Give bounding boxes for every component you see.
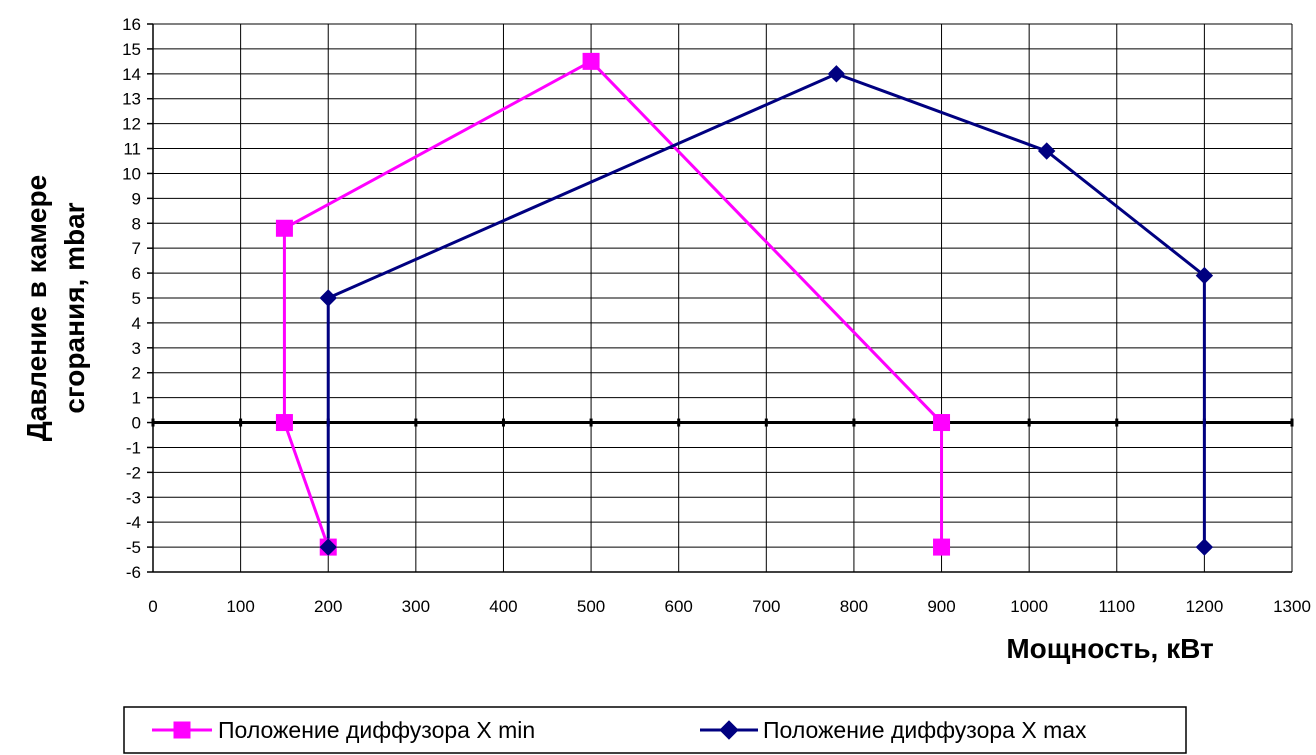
x-tick-label: 1100 xyxy=(1098,597,1135,616)
y-axis-title-line-1: Давление в камере xyxy=(21,175,52,441)
data-point-x-min xyxy=(933,538,951,556)
x-tick-label: 1300 xyxy=(1273,597,1311,616)
x-tick-label: 700 xyxy=(752,597,780,616)
y-tick-label: 8 xyxy=(132,214,141,233)
x-tick-label: 500 xyxy=(577,597,605,616)
legend-x-min-label: Положение диффузора X min xyxy=(218,717,535,743)
y-tick-label: -1 xyxy=(126,438,141,457)
y-tick-label: -3 xyxy=(126,488,141,507)
x-tick-label: 600 xyxy=(665,597,693,616)
y-tick-label: 0 xyxy=(132,414,141,433)
x-tick-label: 400 xyxy=(489,597,517,616)
legend-item-x-min: Положение диффузора X min xyxy=(152,717,535,743)
y-tick-label: 9 xyxy=(132,189,141,208)
legend-x-max-label: Положение диффузора X max xyxy=(763,717,1087,743)
axes xyxy=(147,23,1294,573)
x-tick-label: 100 xyxy=(226,597,254,616)
x-axis-title: Мощность, кВт xyxy=(1006,633,1213,664)
x-tick-label: 1000 xyxy=(1010,597,1048,616)
y-tick-label: -5 xyxy=(126,538,141,557)
y-tick-label: 15 xyxy=(122,40,141,59)
y-axis-title-line-2: сгорания, mbar xyxy=(59,202,90,413)
y-tick-label: 10 xyxy=(122,164,141,183)
y-tick-label: -4 xyxy=(126,513,141,532)
data-point-x-max xyxy=(827,65,846,83)
y-tick-label: 3 xyxy=(132,339,141,358)
y-tick-label: 1 xyxy=(132,389,141,408)
y-tick-label: 16 xyxy=(122,15,141,34)
x-tick-label: 0 xyxy=(148,597,157,616)
y-tick-label: 4 xyxy=(132,314,141,333)
data-point-x-min xyxy=(582,52,600,70)
y-tick-label: 14 xyxy=(122,65,141,84)
y-tick-label: 13 xyxy=(122,90,141,109)
legend: Положение диффузора X min Положение дифф… xyxy=(123,706,1187,754)
x-tick-label: 800 xyxy=(840,597,868,616)
series-line-x-min xyxy=(282,59,944,548)
y-axis-title: Давление в камере сгорания, mbar xyxy=(21,175,90,441)
data-point-x-max xyxy=(1195,266,1214,285)
x-tick-label: 300 xyxy=(402,597,430,616)
y-tick-label: -2 xyxy=(126,463,141,482)
y-tick-label: 6 xyxy=(132,264,141,283)
data-point-x-max xyxy=(319,289,337,307)
legend-box xyxy=(123,706,1187,754)
series-line-x-max xyxy=(326,72,1206,548)
data-point-x-max xyxy=(1195,538,1214,556)
data-point-x-min xyxy=(275,219,293,237)
legend-item-x-max: Положение диффузора X max xyxy=(700,717,1087,743)
y-tick-label: 12 xyxy=(122,115,141,134)
data-point-x-min xyxy=(275,414,293,432)
legend-x-max-marker xyxy=(719,720,739,740)
series-markers xyxy=(275,52,1214,556)
y-tick-label: 5 xyxy=(132,289,141,308)
data-point-x-min xyxy=(933,414,951,432)
x-tick-label: 1200 xyxy=(1185,597,1223,616)
y-tick-label: 11 xyxy=(123,140,141,159)
data-point-x-max xyxy=(319,538,337,556)
series-lines xyxy=(282,59,1206,548)
x-tick-label: 900 xyxy=(927,597,955,616)
data-point-x-max xyxy=(1037,142,1056,160)
y-tick-label: -6 xyxy=(126,563,141,582)
y-tick-label: 7 xyxy=(132,239,141,258)
legend-x-min-marker xyxy=(173,721,191,739)
y-tick-label: 2 xyxy=(132,364,141,383)
x-tick-label: 200 xyxy=(314,597,342,616)
